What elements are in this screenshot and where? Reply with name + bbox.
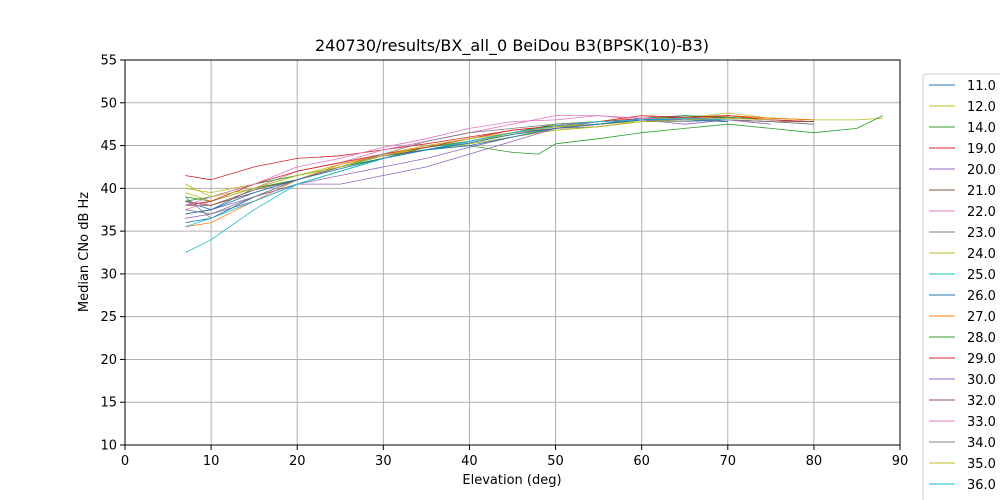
plot-frame <box>124 59 901 446</box>
y-tick-label: 10 <box>100 439 117 454</box>
legend-label: 27.0 <box>967 310 996 325</box>
legend-label: 29.0 <box>967 352 996 367</box>
series-line-30.0 <box>185 119 771 215</box>
x-tick-label: 0 <box>121 454 129 469</box>
legend: 11.0 12.0 14.0 19.0 20.0 21.0 22.0 23.0 24.0 25.0… <box>922 73 1000 500</box>
series-line-20.0 <box>185 117 771 219</box>
legend-label: 35.0 <box>967 457 996 472</box>
x-axis-title: Elevation (deg) <box>462 473 561 488</box>
legend-label: 36.0 <box>967 478 996 493</box>
legend-label: 11.0 <box>967 79 996 94</box>
series-line-35.0 <box>185 117 771 198</box>
y-tick-label: 30 <box>100 267 117 282</box>
y-tick-label: 20 <box>100 353 117 368</box>
legend-label: 26.0 <box>967 289 996 304</box>
legend-label: 32.0 <box>967 394 996 409</box>
y-tick-label: 55 <box>100 54 117 69</box>
legend-label: 12.0 <box>967 100 996 115</box>
axis-ticks: 0 10 20 30 40 50 60 70 80 90 10 15 20 25 30 35 40 45 50 55 <box>100 54 908 470</box>
legend-label: 21.0 <box>967 184 996 199</box>
series-line-37.0 <box>185 119 728 215</box>
legend-label: 28.0 <box>967 331 996 346</box>
legend-label: 20.0 <box>967 163 996 178</box>
grid-lines <box>124 59 901 446</box>
legend-label: 19.0 <box>967 142 996 157</box>
y-tick-label: 15 <box>100 396 117 411</box>
x-tick-label: 90 <box>892 454 909 469</box>
x-tick-label: 80 <box>806 454 823 469</box>
legend-label: 25.0 <box>967 268 996 283</box>
legend-label: 34.0 <box>967 436 996 451</box>
legend-label: 33.0 <box>967 415 996 430</box>
series-line-33.0 <box>185 115 771 206</box>
series-line-34.0 <box>185 119 814 215</box>
y-tick-label: 45 <box>100 139 117 154</box>
legend-label: 14.0 <box>967 121 996 136</box>
x-tick-label: 10 <box>203 454 220 469</box>
x-tick-label: 60 <box>633 454 650 469</box>
y-tick-label: 40 <box>100 182 117 197</box>
legend-label: 24.0 <box>967 247 996 262</box>
series-line-21.0 <box>185 116 814 206</box>
y-axis-title: Median CNo dB Hz <box>77 192 92 312</box>
series-line-11.0 <box>185 116 814 211</box>
x-tick-label: 40 <box>461 454 478 469</box>
chart-title: 240730/results/BX_all_0 BeiDou B3(BPSK(1… <box>315 36 709 56</box>
series-lines <box>185 112 883 253</box>
series-line-22.0 <box>185 115 771 211</box>
legend-label: 30.0 <box>967 373 996 388</box>
x-tick-label: 20 <box>289 454 306 469</box>
x-tick-label: 50 <box>547 454 564 469</box>
legend-label: 23.0 <box>967 226 996 241</box>
x-tick-label: 30 <box>375 454 392 469</box>
y-tick-label: 50 <box>100 96 117 111</box>
series-line-36.0 <box>185 117 728 228</box>
legend-box <box>922 73 1000 500</box>
series-line-29.0 <box>185 115 814 206</box>
y-tick-label: 25 <box>100 310 117 325</box>
legend-label: 22.0 <box>967 205 996 220</box>
y-tick-label: 35 <box>100 225 117 240</box>
x-tick-label: 70 <box>720 454 737 469</box>
